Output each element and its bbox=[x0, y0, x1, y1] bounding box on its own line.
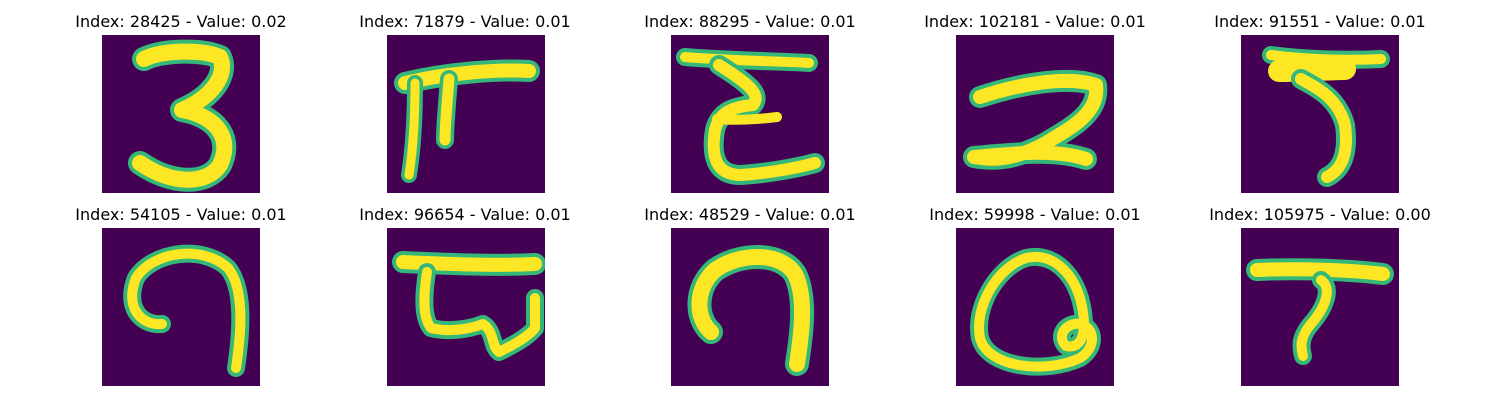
panel-title: Index: 71879 - Value: 0.01 bbox=[359, 12, 571, 31]
panel-title: Index: 102181 - Value: 0.01 bbox=[924, 12, 1146, 31]
glyph-image-bar-loops bbox=[392, 251, 545, 361]
panel-title: Index: 96654 - Value: 0.01 bbox=[359, 205, 571, 224]
glyph-image-big-loop bbox=[970, 247, 1101, 376]
panel-image bbox=[387, 35, 545, 193]
panel-image bbox=[671, 228, 829, 386]
panel-image bbox=[956, 35, 1114, 193]
panel-image bbox=[671, 35, 829, 193]
panel-title: Index: 88295 - Value: 0.01 bbox=[644, 12, 856, 31]
panel-title: Index: 59998 - Value: 0.01 bbox=[929, 205, 1141, 224]
panel-image bbox=[102, 35, 260, 193]
panel-image bbox=[387, 228, 545, 386]
panel-title: Index: 54105 - Value: 0.01 bbox=[75, 205, 287, 224]
glyph-image-pi bbox=[394, 59, 540, 183]
panel-image bbox=[1241, 35, 1399, 193]
glyph-image-epsilon bbox=[676, 48, 825, 185]
panel-image bbox=[1241, 228, 1399, 386]
glyph-image-t bbox=[1246, 258, 1394, 365]
glyph-image-5 bbox=[1262, 46, 1390, 187]
glyph-image-loop-hook-2 bbox=[687, 245, 815, 376]
glyph-image-2 bbox=[963, 69, 1108, 170]
glyph-image-3 bbox=[128, 39, 237, 192]
panel-title: Index: 105975 - Value: 0.00 bbox=[1209, 205, 1431, 224]
panel-title: Index: 91551 - Value: 0.01 bbox=[1214, 12, 1426, 31]
panel-image bbox=[102, 228, 260, 386]
glyph-image-loop-hook bbox=[123, 244, 250, 377]
panel-title: Index: 48529 - Value: 0.01 bbox=[644, 205, 856, 224]
panel-image bbox=[956, 228, 1114, 386]
panel-title: Index: 28425 - Value: 0.02 bbox=[75, 12, 287, 31]
